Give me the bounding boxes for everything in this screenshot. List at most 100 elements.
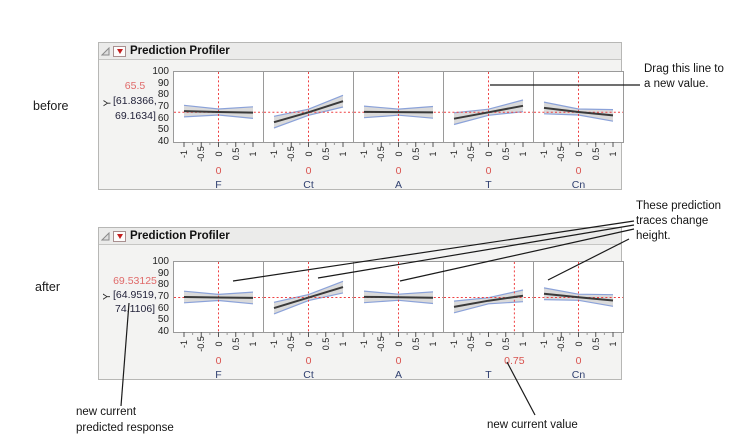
ci-upper-text: 69.1634]	[115, 110, 156, 122]
x-tick-label: 0	[303, 151, 314, 157]
x-tick-label: 0.5	[590, 337, 601, 351]
y-tick-label: 50	[157, 124, 169, 136]
factor-current-value[interactable]: 0	[485, 165, 492, 177]
x-tick-label: 0	[573, 341, 584, 347]
factor-name-label: A	[394, 369, 403, 381]
factor-current-value[interactable]: 0	[215, 355, 222, 367]
x-tick-label: 1	[248, 341, 258, 347]
factor-panel-Cn	[534, 262, 623, 337]
x-tick-label: 0	[573, 151, 584, 157]
factor-panel-A	[354, 72, 444, 147]
panel-title: Prediction Profiler	[130, 45, 230, 57]
factor-name-label: Ct	[303, 179, 314, 191]
confidence-band-upper-edge	[543, 287, 614, 296]
factor-name-label: Cn	[571, 179, 586, 191]
x-tick-label: -1	[359, 149, 369, 159]
label-after: after	[35, 280, 61, 294]
x-tick-label: 1	[248, 151, 258, 157]
y-tick-label: 80	[157, 89, 169, 101]
factor-current-value[interactable]: 0	[395, 165, 402, 177]
ci-lower-text: [61.8366,	[113, 95, 157, 107]
predicted-response-value[interactable]: 69.53125	[113, 275, 157, 287]
x-tick-label: -1	[359, 339, 369, 349]
factor-name-label: F	[215, 369, 222, 381]
factor-name-label: Ct	[303, 369, 314, 381]
red-triangle-menu-button[interactable]	[113, 45, 126, 57]
factor-panel-Cn	[534, 72, 623, 147]
prediction-trace	[363, 110, 434, 114]
y-tick-label: 60	[157, 112, 169, 124]
x-tick-label: 0	[483, 341, 494, 347]
x-tick-label: -1	[449, 149, 459, 159]
confidence-band-lower-edge	[453, 301, 524, 314]
x-tick-label: 0.5	[320, 147, 331, 161]
factor-panel-A	[354, 262, 444, 337]
confidence-band-upper-edge	[453, 99, 524, 114]
factor-current-value[interactable]: 0	[575, 165, 582, 177]
factor-current-value[interactable]: 0	[215, 165, 222, 177]
x-tick-label: 0.5	[410, 147, 421, 161]
x-tick-label: -1	[539, 339, 549, 349]
x-tick-label: 1	[608, 341, 618, 347]
factor-current-value[interactable]: 0	[305, 355, 312, 367]
ci-lower-text: [64.9519,	[113, 289, 157, 301]
x-tick-label: 1	[428, 341, 438, 347]
confidence-band-upper-edge	[273, 280, 344, 303]
confidence-band-upper-edge	[183, 104, 254, 110]
factor-current-value[interactable]: 0.75	[504, 355, 525, 367]
profiler-panels	[173, 71, 624, 147]
x-tick-label: -1	[269, 339, 279, 349]
factor-name-label: F	[215, 179, 222, 191]
x-tick-label: -1	[449, 339, 459, 349]
x-tick-label: 0.5	[230, 147, 241, 161]
x-tick-label: 1	[338, 151, 348, 157]
x-tick-label: 0.5	[500, 337, 511, 351]
red-triangle-icon	[116, 48, 123, 54]
panel-title: Prediction Profiler	[130, 230, 230, 242]
prediction-trace	[273, 100, 344, 124]
disclosure-triangle-icon[interactable]	[101, 231, 110, 241]
prediction-trace	[273, 286, 344, 310]
x-tick-label: -1	[539, 149, 549, 159]
prediction-trace	[453, 294, 524, 308]
prediction-profiler-after: Prediction Profiler 69.53125 Y [64.9519,…	[98, 227, 624, 381]
x-tick-label: -0.5	[286, 336, 297, 352]
predicted-response-value[interactable]: 65.5	[124, 80, 146, 92]
x-tick-label: -0.5	[556, 146, 567, 162]
x-tick-label: 1	[608, 151, 618, 157]
factor-panel-T	[444, 262, 534, 337]
titlebar: Prediction Profiler	[99, 43, 621, 60]
x-tick-label: 1	[518, 151, 528, 157]
x-tick-label: 0.5	[590, 147, 601, 161]
y-tick-label: 40	[157, 326, 169, 337]
x-tick-label: -1	[269, 149, 279, 159]
x-tick-label: 0.5	[230, 337, 241, 351]
x-tick-label: -1	[179, 339, 189, 349]
prediction-trace	[363, 295, 434, 299]
factor-name-label: T	[485, 369, 492, 381]
factor-current-value[interactable]: 0	[305, 165, 312, 177]
disclosure-triangle-icon[interactable]	[101, 46, 110, 56]
prediction-trace	[543, 106, 614, 117]
factor-values-row: 0 0 0 0.75 0	[174, 355, 623, 367]
annotation-drag-line: Drag this line to a new value.	[644, 63, 724, 90]
factor-current-value[interactable]: 0	[575, 355, 582, 367]
red-triangle-menu-button[interactable]	[113, 230, 126, 242]
response-axis-label: Y	[102, 99, 114, 107]
x-tick-label: 0.5	[500, 147, 511, 161]
x-tick-label: -0.5	[466, 336, 477, 352]
factor-names-row: F Ct A T Cn	[174, 179, 623, 191]
factor-panel-F	[174, 262, 264, 337]
y-tick-label: 70	[157, 291, 169, 302]
factor-current-value[interactable]: 0	[395, 355, 402, 367]
prediction-trace	[183, 296, 254, 299]
factor-panel-Ct	[264, 72, 354, 147]
x-tick-label: -0.5	[286, 146, 297, 162]
y-tick-label: 100	[152, 66, 169, 77]
confidence-band-upper-edge	[363, 105, 434, 110]
prediction-profiler-before: Prediction Profiler 65.5 Y [61.8366, 69.…	[98, 42, 624, 191]
label-before: before	[33, 99, 69, 113]
confidence-band-upper-edge	[453, 289, 524, 302]
x-axis-labels: -1 -0.5 0 0.5 1 -1 -0.5 0 0.5 1 -1 -0.5 0 0.5 1 -1 -0.5 0…	[174, 333, 623, 355]
confidence-band-upper-edge	[363, 290, 434, 295]
